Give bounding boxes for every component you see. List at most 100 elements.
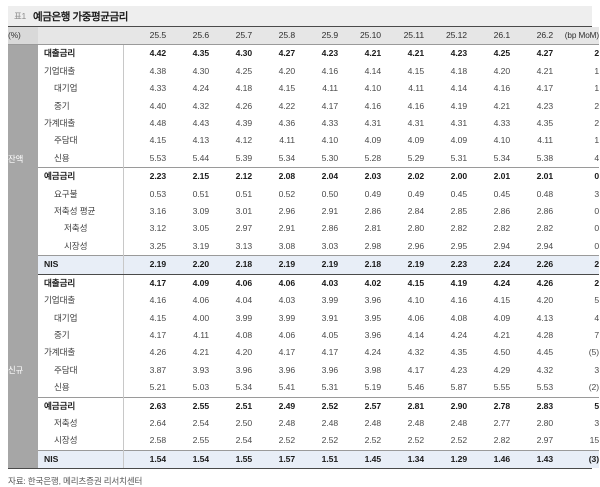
data-cell: 4.38 (149, 65, 166, 76)
column-header-period-4: 25.9 (295, 27, 338, 46)
column-header-mom: (bp MoM) (553, 27, 599, 46)
data-cell: 4.35 (450, 347, 467, 358)
data-cell: 4.15 (149, 135, 166, 146)
data-cell: 4.33 (493, 118, 510, 129)
row-label-text: 신용 (54, 382, 70, 393)
data-cell: 5.55 (493, 382, 510, 393)
data-cell: 2.18 (209, 255, 252, 275)
data-cell: 2.95 (450, 240, 467, 251)
data-cell: 5.03 (192, 382, 209, 393)
data-cell: 2.20 (166, 255, 209, 275)
data-cell: 2.19 (381, 255, 424, 275)
data-cell: 4.21 (364, 48, 381, 59)
data-cell: 2.49 (252, 396, 295, 415)
data-cell: 4.35 (536, 118, 553, 129)
data-cell: 3.99 (278, 312, 295, 323)
row-label-text: 시장성 (54, 435, 78, 446)
mom-cell: 0 (553, 167, 599, 186)
row-label: 기업대출 (38, 62, 124, 81)
data-cell: 4.02 (364, 277, 381, 288)
data-cell: 2.48 (321, 417, 338, 428)
row-label: 대기업 (38, 309, 124, 327)
column-header-period-1: 25.6 (166, 27, 209, 46)
data-cell: 4.16 (493, 83, 510, 94)
data-cell: 0.50 (321, 188, 338, 199)
data-cell: 2.98 (364, 240, 381, 251)
data-cell: 4.16 (321, 65, 338, 76)
mom-cell: 2 (553, 255, 599, 275)
data-cell: 4.10 (493, 135, 510, 146)
data-cell: 4.33 (149, 83, 166, 94)
row-label: 기업대출 (38, 292, 124, 310)
data-cell: 4.17 (407, 364, 424, 375)
data-cell: 2.51 (209, 396, 252, 415)
table-row: 시장성 2.58 2.55 2.54 2.52 2.52 2.52 2.52 2.52 2.82 2… (8, 432, 599, 451)
data-cell: 4.06 (278, 277, 295, 288)
data-cell: 2.77 (493, 417, 510, 428)
data-cell: 0.49 (407, 188, 424, 199)
row-label-text: 대기업 (54, 83, 78, 94)
data-cell: 4.03 (321, 277, 338, 288)
data-cell: 4.24 (192, 83, 209, 94)
row-label: 가계대출 (38, 344, 124, 362)
mom-cell: 3 (594, 364, 599, 375)
data-cell: 3.99 (235, 312, 252, 323)
data-cell: 4.30 (192, 65, 209, 76)
mom-cell: 4 (594, 312, 599, 323)
source-note: 자료: 한국은행, 메리츠증권 리서치센터 (8, 476, 143, 487)
data-cell: 2.86 (493, 206, 510, 217)
data-cell: 4.18 (450, 65, 467, 76)
data-cell: 1.55 (209, 449, 252, 469)
data-cell: 3.08 (278, 240, 295, 251)
mom-cell: 3 (594, 417, 599, 428)
data-cell: 2.97 (235, 223, 252, 234)
row-label-text: 기업대출 (44, 65, 76, 76)
table-row: 신규 대출금리 4.17 4.09 4.06 4.06 4.03 4.02 4.15 4.19 4.… (8, 274, 599, 469)
data-cell: 0.53 (149, 188, 166, 199)
data-cell: 4.19 (450, 277, 467, 288)
data-cell: 5.21 (149, 382, 166, 393)
data-cell: 4.03 (278, 295, 295, 306)
data-cell: 4.08 (235, 329, 252, 340)
data-cell: 3.25 (149, 240, 166, 251)
data-cell: 1.54 (123, 449, 166, 469)
data-cell: 4.32 (407, 347, 424, 358)
data-cell: 3.13 (235, 240, 252, 251)
data-cell: 2.55 (166, 396, 209, 415)
data-cell: 2.48 (407, 417, 424, 428)
data-cell: 4.21 (192, 347, 209, 358)
data-cell: 2.12 (209, 167, 252, 186)
data-cell: 4.29 (493, 364, 510, 375)
table-row: 대기업 4.33 4.24 4.18 4.15 4.11 4.10 4.11 4.14 4.16 4… (8, 80, 599, 98)
figure-number: 표1 (14, 11, 26, 21)
data-cell: 4.24 (364, 347, 381, 358)
row-label: 중기 (38, 97, 124, 116)
data-cell: 2.91 (321, 206, 338, 217)
data-cell: 0.45 (450, 188, 467, 199)
mom-cell: 5 (553, 396, 599, 415)
data-cell: 2.19 (123, 255, 166, 275)
data-cell: 0.49 (364, 188, 381, 199)
row-label: 대출금리 (38, 274, 124, 293)
data-cell: 3.12 (149, 223, 166, 234)
data-cell: 3.09 (192, 206, 209, 217)
data-cell: 2.97 (536, 435, 553, 446)
data-cell: 4.09 (364, 135, 381, 146)
data-cell: 4.20 (235, 347, 252, 358)
data-cell: 2.48 (278, 417, 295, 428)
data-cell: 4.13 (192, 135, 209, 146)
mom-cell: (5) (588, 347, 599, 358)
data-cell: 2.48 (364, 417, 381, 428)
column-header-period-8: 26.1 (467, 27, 510, 46)
data-cell: 1.43 (510, 449, 553, 469)
data-cell: 2.52 (450, 435, 467, 446)
data-cell: 4.11 (408, 83, 424, 94)
data-cell: 2.23 (123, 167, 166, 186)
data-cell: 2.96 (278, 206, 295, 217)
data-cell: 2.19 (252, 255, 295, 275)
data-cell: 2.52 (407, 435, 424, 446)
mom-cell: 5 (594, 295, 599, 306)
row-label-text: 기업대출 (44, 295, 76, 306)
data-cell: 4.30 (235, 48, 252, 59)
row-label-text: 대기업 (54, 312, 78, 323)
